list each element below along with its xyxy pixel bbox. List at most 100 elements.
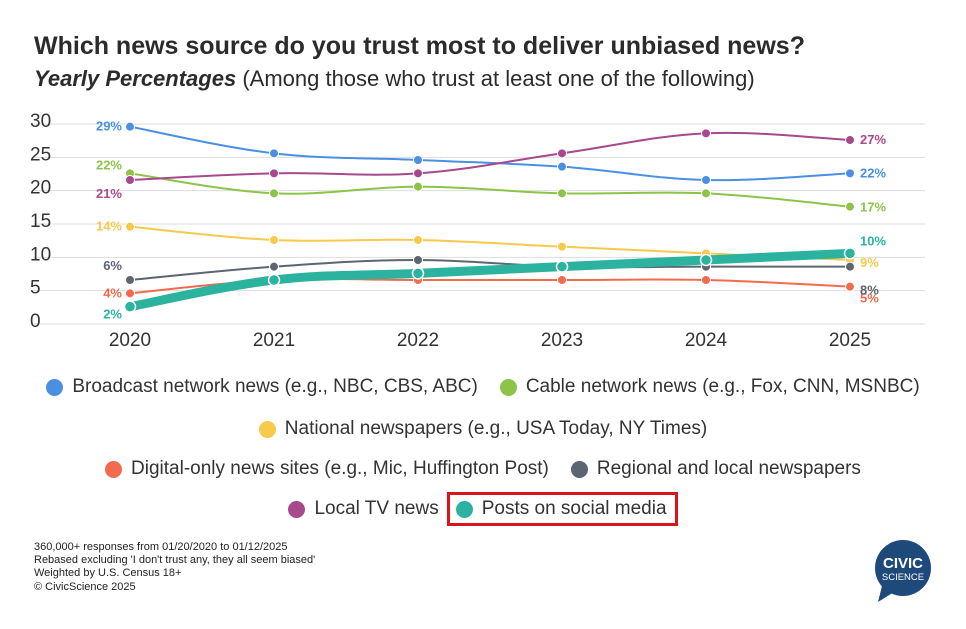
data-point-broadcast [701, 175, 711, 185]
data-label-last-local: 27% [860, 132, 886, 147]
data-label-last-broadcast: 22% [860, 165, 886, 180]
data-point-regional [269, 261, 279, 272]
legend-label-cable: Cable network news (e.g., Fox, CNN, MSNB… [525, 376, 920, 397]
data-point-broadcast [845, 168, 855, 179]
legend-dot-broadcast [46, 378, 64, 396]
y-tick-label: 15 [30, 211, 51, 232]
y-tick-label: 30 [30, 111, 51, 132]
x-tick-label: 2024 [685, 330, 728, 351]
legend-dot-regional [570, 460, 588, 478]
data-point-posts [699, 253, 713, 267]
data-point-cable [413, 181, 423, 192]
legend-dot-digital [105, 460, 123, 478]
legend-row-2: National newspapers (e.g., USA Today, NY… [0, 418, 966, 440]
series-line-regional [129, 259, 851, 281]
data-label-first-digitalonly: 4% [103, 285, 122, 300]
data-label-last-digitalonly: 5% [860, 291, 879, 306]
data-label-first-posts: 2% [103, 307, 122, 322]
data-label-last-national: 9% [860, 255, 879, 270]
y-tick-label: 10 [30, 244, 51, 265]
chart-title: Which news source do you trust most to d… [34, 32, 805, 60]
data-point-local [269, 168, 279, 179]
data-point-local [413, 168, 423, 179]
data-point-posts [123, 300, 137, 313]
legend-row-4: Local TV news Posts on social media [0, 492, 966, 526]
data-point-broadcast [269, 148, 279, 159]
series-line-cable [129, 172, 851, 208]
data-point-broadcast [413, 155, 423, 165]
data-point-posts [267, 273, 281, 287]
x-tick-label: 2020 [109, 330, 151, 351]
y-tick-label: 20 [30, 178, 51, 199]
data-point-national [269, 235, 279, 245]
data-point-national [125, 221, 135, 232]
footnotes: 360,000+ responses from 01/20/2020 to 01… [34, 541, 315, 594]
data-label-first-cable: 22% [96, 157, 122, 172]
series-line-broadcast [129, 125, 851, 182]
data-point-regional [413, 255, 423, 265]
y-tick-label: 0 [30, 311, 41, 332]
data-label-first-national: 14% [96, 219, 122, 234]
data-point-posts [843, 247, 857, 260]
data-label-last-posts: 10% [860, 233, 886, 248]
data-point-cable [845, 201, 855, 212]
data-point-national [557, 241, 567, 252]
legend-label-national: National newspapers (e.g., USA Today, NY… [284, 418, 708, 439]
y-tick-label: 5 [30, 278, 41, 299]
series-line-local [129, 131, 851, 181]
logo-circle [875, 540, 931, 596]
data-point-digitalonly [557, 275, 567, 285]
legend-row-1: Broadcast network news (e.g., NBC, CBS, … [0, 376, 966, 398]
data-point-digitalonly [845, 281, 855, 292]
subtitle-emphasis: Yearly Percentages [34, 66, 237, 91]
footnote-line: © CivicScience 2025 [34, 580, 136, 593]
x-tick-label: 2025 [829, 330, 871, 351]
data-point-local [557, 148, 567, 159]
legend-item-broadcast: Broadcast network news (e.g., NBC, CBS, … [46, 376, 478, 398]
legend-label-digital: Digital-only news sites (e.g., Mic, Huff… [131, 458, 549, 479]
legend-label-regional: Regional and local newspapers [596, 458, 861, 479]
data-point-cable [269, 188, 279, 199]
data-point-local [125, 175, 135, 185]
logo-text-science: SCIENCE [882, 572, 924, 583]
data-label-first-broadcast: 29% [96, 119, 122, 134]
data-point-digitalonly [125, 288, 135, 299]
data-point-regional [125, 275, 135, 285]
legend-item-regional: Regional and local newspapers [570, 458, 861, 480]
legend-item-digital: Digital-only news sites (e.g., Mic, Huff… [105, 458, 549, 480]
legend-dot-national [258, 420, 276, 438]
data-label-first-regional: 6% [103, 258, 122, 273]
series-line-posts [125, 248, 855, 312]
data-point-cable [701, 188, 711, 199]
data-point-local [701, 128, 711, 139]
legend-label-localtv: Local TV news [314, 498, 439, 519]
data-label-last-regional: 8% [860, 283, 879, 298]
data-point-cable [557, 188, 567, 199]
subtitle-rest: (Among those who trust at least one of t… [236, 66, 755, 91]
data-label-first-local: 21% [96, 186, 122, 201]
legend-row-3: Digital-only news sites (e.g., Mic, Huff… [0, 458, 966, 480]
data-point-local [845, 135, 855, 145]
legend-dot-localtv [288, 500, 306, 518]
legend-label-social: Posts on social media [481, 498, 667, 519]
legend-item-social-highlighted: Posts on social media [446, 492, 678, 526]
logo-text-civic: CIVIC [883, 555, 923, 572]
y-tick-label: 25 [30, 144, 51, 165]
legend-item-national: National newspapers (e.g., USA Today, NY… [258, 418, 708, 440]
data-point-national [413, 235, 423, 245]
footnote-line: Weighted by U.S. Census 18+ [34, 567, 182, 580]
legend-item-cable: Cable network news (e.g., Fox, CNN, MSNB… [499, 376, 920, 398]
civicscience-logo: CIVIC SCIENCE [875, 540, 931, 602]
data-point-posts [411, 267, 425, 280]
legend-item-localtv: Local TV news [288, 498, 439, 520]
chart-subtitle: Yearly Percentages (Among those who trus… [34, 66, 755, 92]
legend-dot-social [455, 500, 473, 518]
data-point-digitalonly [701, 275, 711, 285]
data-point-broadcast [557, 161, 567, 172]
x-tick-label: 2021 [253, 330, 295, 351]
data-label-last-cable: 17% [860, 200, 886, 215]
data-point-broadcast [125, 121, 135, 132]
data-point-regional [845, 261, 855, 272]
series-line-national [129, 225, 851, 261]
